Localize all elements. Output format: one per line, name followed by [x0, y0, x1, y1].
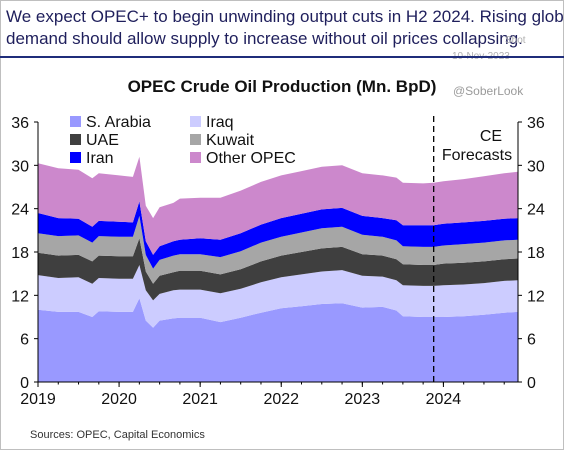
legend-label-iran: Iran [86, 150, 114, 167]
watermark-handle: @SoberLook [453, 84, 524, 98]
y-tick-label-left: 6 [20, 332, 29, 349]
headline-line-1: We expect OPEC+ to begin unwinding outpu… [6, 7, 564, 26]
legend-label-uae: UAE [86, 132, 119, 149]
headline-rule [0, 56, 564, 58]
legend-label-s-arabia: S. Arabia [86, 114, 151, 131]
area-iran [38, 201, 518, 269]
area-layer [38, 156, 518, 382]
headline-line-2: demand should allow supply to increase w… [6, 29, 523, 48]
area-kuwait [38, 215, 518, 284]
x-tick-label: 2020 [101, 391, 137, 408]
y-tick-label-right: 30 [527, 158, 545, 175]
x-tick-label: 2024 [426, 391, 462, 408]
x-tick-label: 2021 [182, 391, 218, 408]
y-tick-label-right: 18 [527, 245, 545, 262]
y-tick-label-left: 12 [11, 288, 29, 305]
legend-swatch-uae [70, 134, 81, 145]
legend-swatch-iran [70, 152, 81, 163]
legend-swatch-s-arabia [70, 116, 81, 127]
y-tick-label-left: 30 [11, 158, 29, 175]
y-tick-label-left: 18 [11, 245, 29, 262]
axes-layer: 0 0 6 6 12 12 18 18 24 24 30 30 36 36 2019 2020 2021 2022… [11, 115, 545, 408]
legend-swatch-kuwait [190, 134, 201, 145]
chart-title: OPEC Crude Oil Production (Mn. BpD) [127, 77, 437, 96]
y-tick-label-right: 12 [527, 288, 545, 305]
headline: We expect OPEC+ to begin unwinding outpu… [6, 6, 564, 50]
area-other-opec [38, 156, 518, 255]
area-iraq [38, 265, 518, 328]
area-s-arabia [38, 298, 518, 382]
legend-label-other-opec: Other OPEC [206, 150, 296, 167]
y-tick-label-left: 24 [11, 202, 29, 219]
legend-label-kuwait: Kuwait [206, 132, 255, 149]
source-note: Sources: OPEC, Capital Economics [30, 429, 205, 441]
forecast-label-line-1: CE [480, 128, 502, 145]
legend-swatch-iraq [190, 116, 201, 127]
y-tick-label-left: 36 [11, 115, 29, 132]
legend-label-iraq: Iraq [206, 114, 234, 131]
x-tick-label: 2022 [263, 391, 299, 408]
forecast-label-line-2: Forecasts [442, 147, 512, 164]
x-tick-label: 2023 [345, 391, 381, 408]
y-tick-label-right: 24 [527, 202, 545, 219]
area-uae [38, 238, 518, 301]
watermark-shot: Shot [505, 35, 526, 46]
x-tick-label: 2019 [20, 391, 56, 408]
legend: S. Arabia Iraq UAE Kuwait Iran Other OPEC [70, 114, 296, 167]
forecast-annotation: CE Forecasts [433, 116, 512, 382]
y-tick-label-right: 36 [527, 115, 545, 132]
y-tick-label-left: 0 [20, 375, 29, 392]
legend-swatch-other-opec [190, 152, 201, 163]
y-tick-label-right: 0 [527, 375, 536, 392]
y-tick-label-right: 6 [527, 332, 536, 349]
